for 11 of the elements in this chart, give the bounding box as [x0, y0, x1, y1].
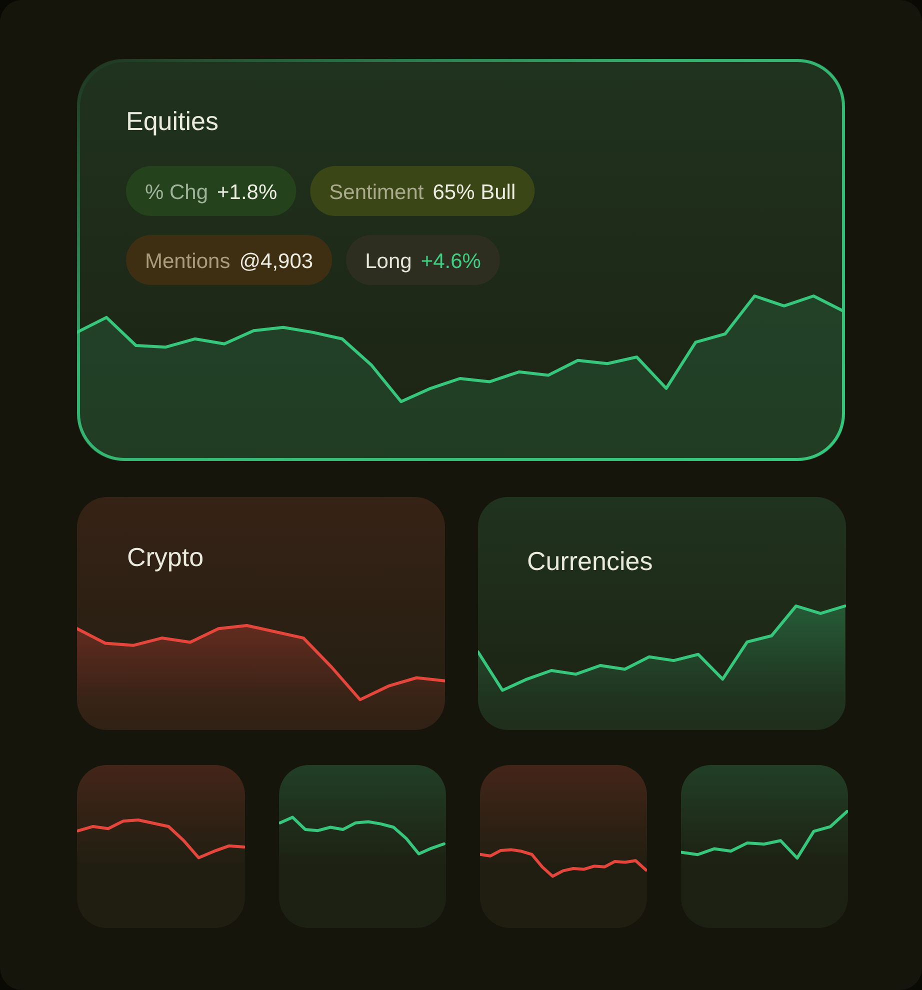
text: @4,903: [239, 250, 314, 273]
text: 65% Bull: [432, 181, 516, 204]
text: % Chg: [145, 181, 208, 204]
text: Long: [365, 250, 412, 273]
text: Sentiment: [329, 181, 424, 204]
text: Mentions: [145, 250, 230, 273]
chart-title: Crypto: [127, 542, 204, 572]
chart-title: Equities: [126, 106, 218, 136]
text: +4.6%: [420, 250, 481, 273]
chart-title: Currencies: [527, 546, 653, 576]
text: +1.8%: [217, 181, 278, 204]
